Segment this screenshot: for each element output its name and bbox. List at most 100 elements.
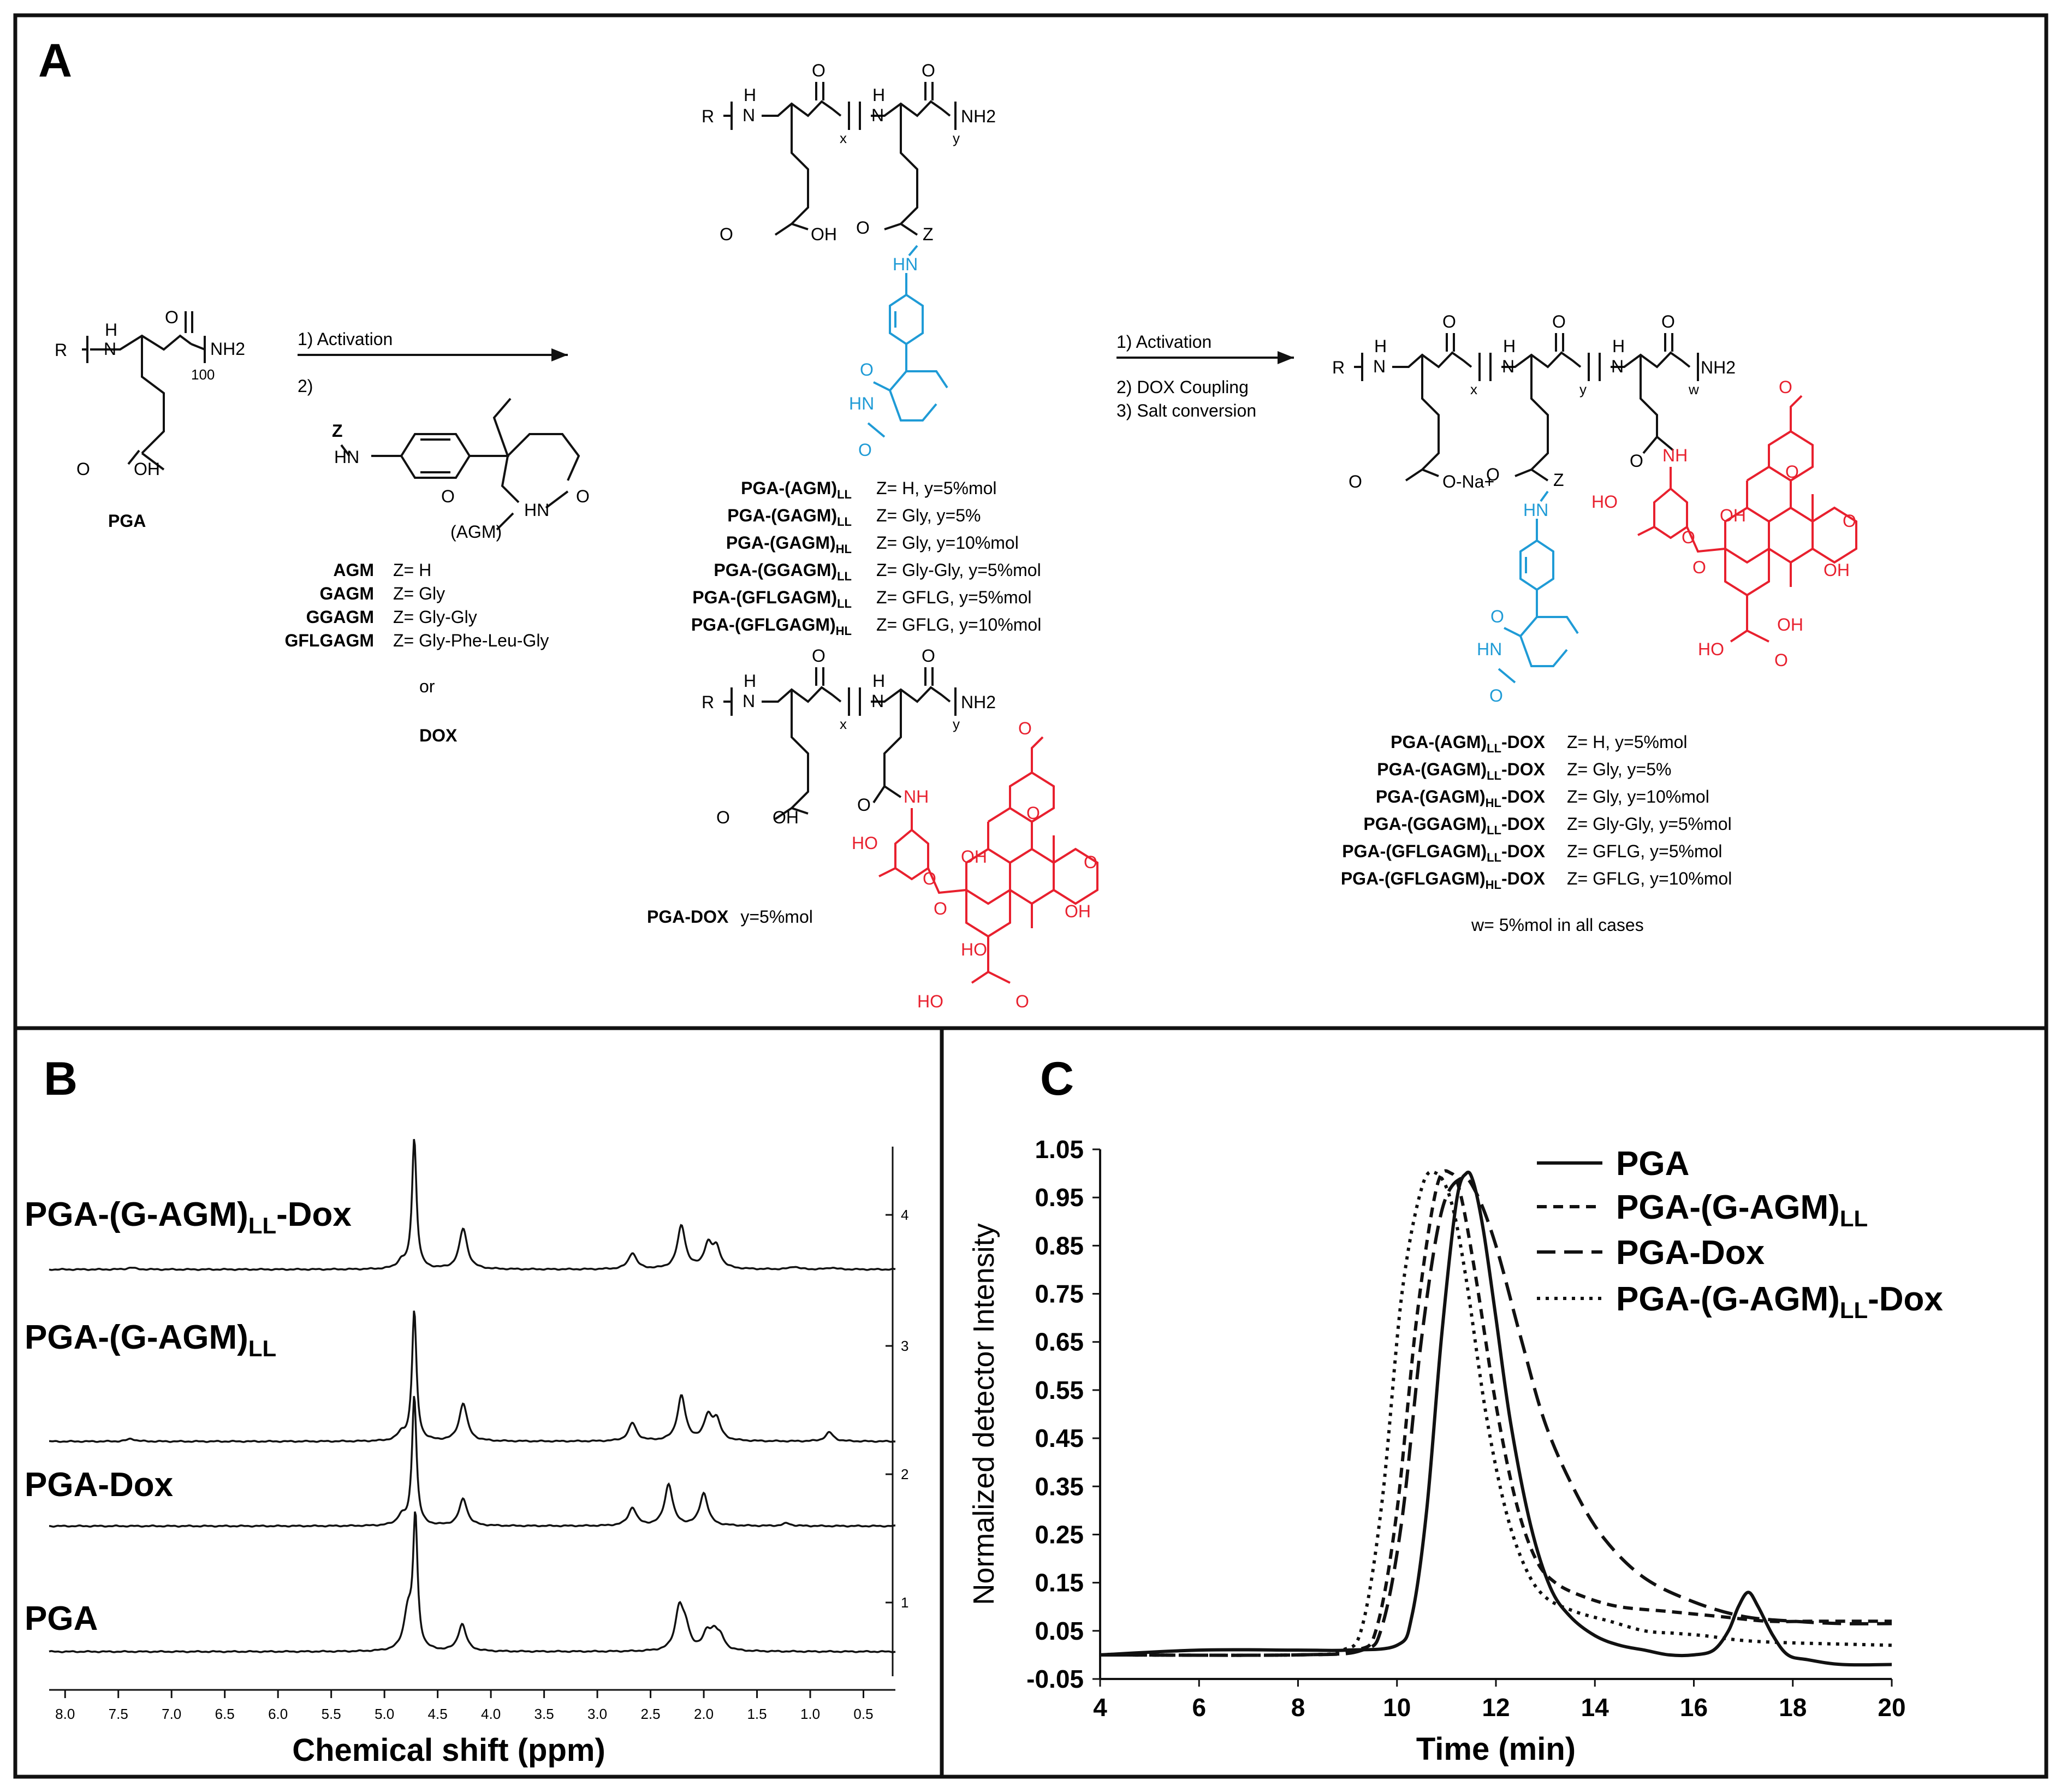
pga-dox-oh: OH [773, 808, 799, 827]
sec-y-tick-label: 0.35 [1035, 1472, 1084, 1500]
final-row: PGA-(AGM)LL-DOX [1391, 732, 1546, 755]
nmr-x-axis-label: Chemical shift (ppm) [292, 1732, 605, 1768]
final-o-ring2: O [1489, 686, 1503, 705]
final-nh2: NH2 [1701, 358, 1736, 377]
nmr-x-tick-label: 5.0 [375, 1706, 394, 1722]
pga-dox-r: R [702, 692, 714, 712]
agm-variant-z: Z= Gly [393, 584, 445, 603]
step1-two: 2) [298, 376, 313, 396]
nmr-series-label: PGA-Dox [25, 1466, 174, 1504]
middle-hn-ring: HN [849, 394, 874, 413]
sec-y-tick-label: -0.05 [1026, 1665, 1084, 1693]
step2-salt: 3) Salt conversion [1116, 401, 1256, 420]
sec-legend-label: PGA-(G-AGM)LL-Dox [1616, 1280, 1943, 1323]
agm-reagent-structure [340, 397, 580, 531]
nmr-series-label: PGA [25, 1600, 98, 1637]
agm-hn: HN [334, 447, 359, 467]
agm-hn-ring: HN [524, 500, 549, 520]
sec-x-tick-label: 8 [1291, 1693, 1305, 1722]
nmr-x-tick-label: 3.0 [587, 1706, 607, 1722]
final-o-tail: O [1774, 650, 1788, 670]
sec-y-tick-label: 1.05 [1035, 1135, 1084, 1164]
middle-r: R [702, 106, 714, 126]
final-row: PGA-(GAGM)HL-DOX [1376, 787, 1546, 810]
final-row-desc: Z= Gly-Gly, y=5%mol [1567, 814, 1732, 834]
nmr-x-tick-label: 1.5 [747, 1706, 767, 1722]
middle-o-acid: O [720, 224, 733, 244]
middle-y: y [953, 130, 960, 146]
middle-agm-moiety [867, 245, 948, 438]
nmr-x-tick-label: 2.0 [694, 1706, 714, 1722]
final-row: PGA-(GGAGM)LL-DOX [1363, 814, 1545, 837]
final-o1: O [1442, 312, 1456, 331]
agm-variant-name: GGAGM [306, 607, 374, 627]
final-y: y [1579, 381, 1587, 397]
final-o-link: O [1692, 557, 1706, 577]
middle-hn: HN [893, 254, 918, 274]
final-hn: HN [1523, 500, 1548, 520]
pga-dox-n1: N [743, 691, 755, 711]
nmr-spectrum [49, 1139, 896, 1271]
nmr-spectrum [49, 1511, 896, 1653]
pga-dox-o-sugar: O [923, 869, 936, 888]
sec-x-tick-label: 20 [1878, 1693, 1905, 1722]
sec-x-tick-label: 12 [1482, 1693, 1510, 1722]
middle-row: PGA-(GFLGAGM)HL [691, 615, 852, 638]
middle-o-ring1: O [860, 360, 874, 379]
nmr-series-suffix: -Dox [276, 1196, 352, 1233]
pga-dox-o-amide: O [857, 795, 871, 815]
step2-activation: 1) Activation [1116, 332, 1211, 352]
nmr-series-name: PGA [25, 1600, 98, 1637]
middle-row-desc: Z= GFLG, y=10%mol [876, 615, 1041, 634]
pga-dox-n2: N [871, 691, 884, 711]
pga-dox-o-q2: O [1084, 852, 1097, 872]
middle-row: PGA-(AGM)LL [741, 478, 852, 501]
middle-z: Z [923, 224, 934, 244]
final-o-salt: O [1349, 472, 1362, 491]
final-n1: N [1373, 357, 1386, 376]
pga-dox-ho-sugar: HO [852, 833, 878, 853]
final-note: w= 5%mol in all cases [1471, 915, 1644, 935]
nmr-x-tick-label: 4.0 [481, 1706, 501, 1722]
sec-legend-sub: LL [1840, 1206, 1868, 1231]
nmr-series-label: PGA-(G-AGM)LL [25, 1319, 276, 1361]
step1-arrowhead [551, 348, 568, 361]
panel-label-a: A [38, 34, 72, 87]
agm-variant-name: AGM [333, 560, 374, 580]
nmr-right-tick-label: 1 [901, 1594, 908, 1611]
pga-dox-o-q1: O [1026, 803, 1040, 823]
sec-y-tick-label: 0.65 [1035, 1328, 1084, 1356]
nmr-x-tick-label: 8.0 [55, 1706, 75, 1722]
sec-legend-name: PGA-(G-AGM) [1616, 1189, 1840, 1226]
sec-series-line [1100, 1170, 1892, 1657]
pga-dox-x: x [840, 716, 847, 732]
agm-or: or [419, 677, 435, 696]
step2-arrowhead [1278, 351, 1294, 364]
nmr-right-tick-label: 4 [901, 1207, 908, 1223]
nmr-series-sub: LL [248, 1336, 276, 1361]
nmr-x-tick-label: 6.0 [268, 1706, 288, 1722]
nmr-x-tick-label: 6.5 [215, 1706, 235, 1722]
final-o-z: O [1486, 465, 1500, 484]
sec-x-tick-label: 4 [1093, 1693, 1107, 1722]
sec-y-tick-label: 0.45 [1035, 1424, 1084, 1452]
agm-variant-name: GFLGAGM [284, 631, 374, 650]
sec-y-tick-label: 0.85 [1035, 1231, 1084, 1260]
nmr-series-name: PGA-Dox [25, 1466, 174, 1504]
final-row: PGA-(GAGM)LL-DOX [1377, 759, 1545, 782]
pga-dox-o-acid: O [716, 808, 730, 827]
sec-legend-label: PGA-(G-AGM)LL [1616, 1189, 1868, 1231]
pga-dox-ho-ring: HO [961, 940, 987, 959]
sec-y-tick-label: 0.55 [1035, 1376, 1084, 1404]
pga-n: N [104, 339, 116, 359]
final-row-desc: Z= GFLG, y=10%mol [1567, 869, 1732, 888]
agm-o1: O [441, 486, 455, 506]
middle-o1: O [812, 61, 825, 80]
nmr-x-tick-label: 7.0 [162, 1706, 181, 1722]
nmr-right-tick-label: 2 [901, 1466, 908, 1482]
final-ho-tail: HO [1698, 639, 1724, 659]
final-o-na: O-Na+ [1442, 472, 1494, 491]
agm-variant-z: Z= Gly-Gly [393, 607, 477, 627]
pga-dox-doxorubicin [878, 736, 1098, 984]
